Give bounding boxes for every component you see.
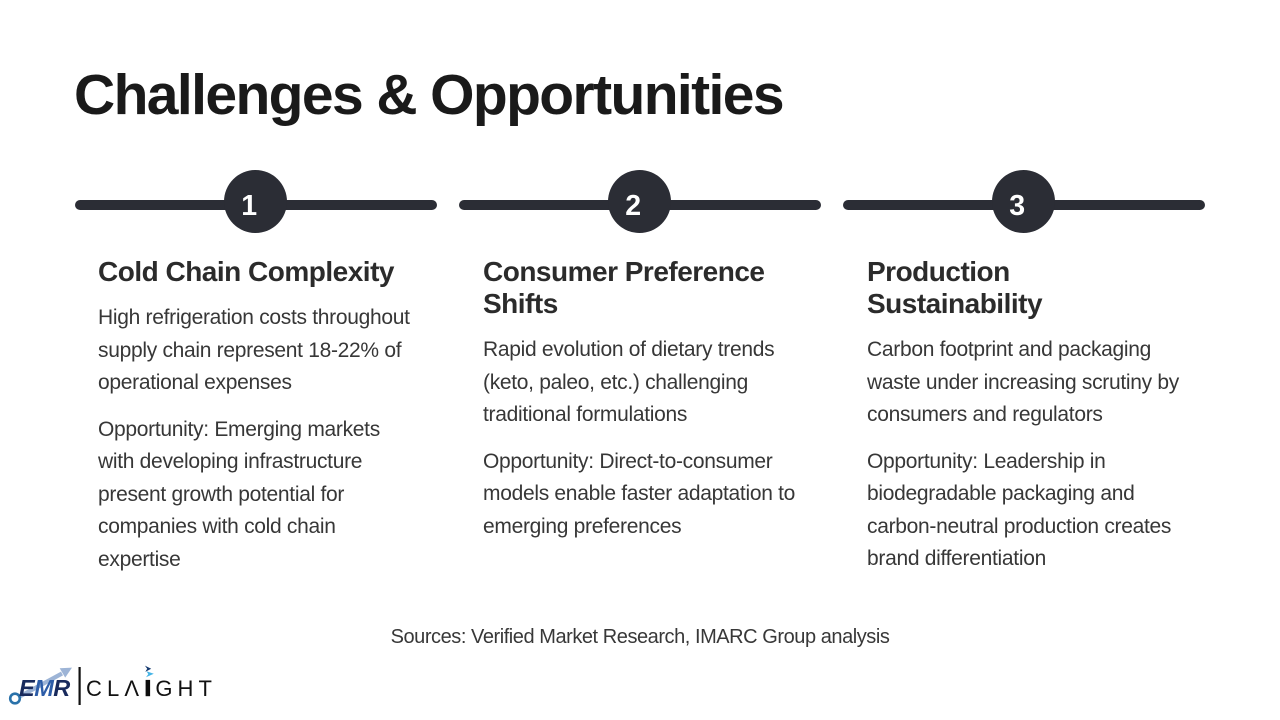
svg-text:CLΛIGHT: CLΛIGHT — [86, 676, 217, 701]
svg-text:EMR: EMR — [19, 675, 70, 701]
